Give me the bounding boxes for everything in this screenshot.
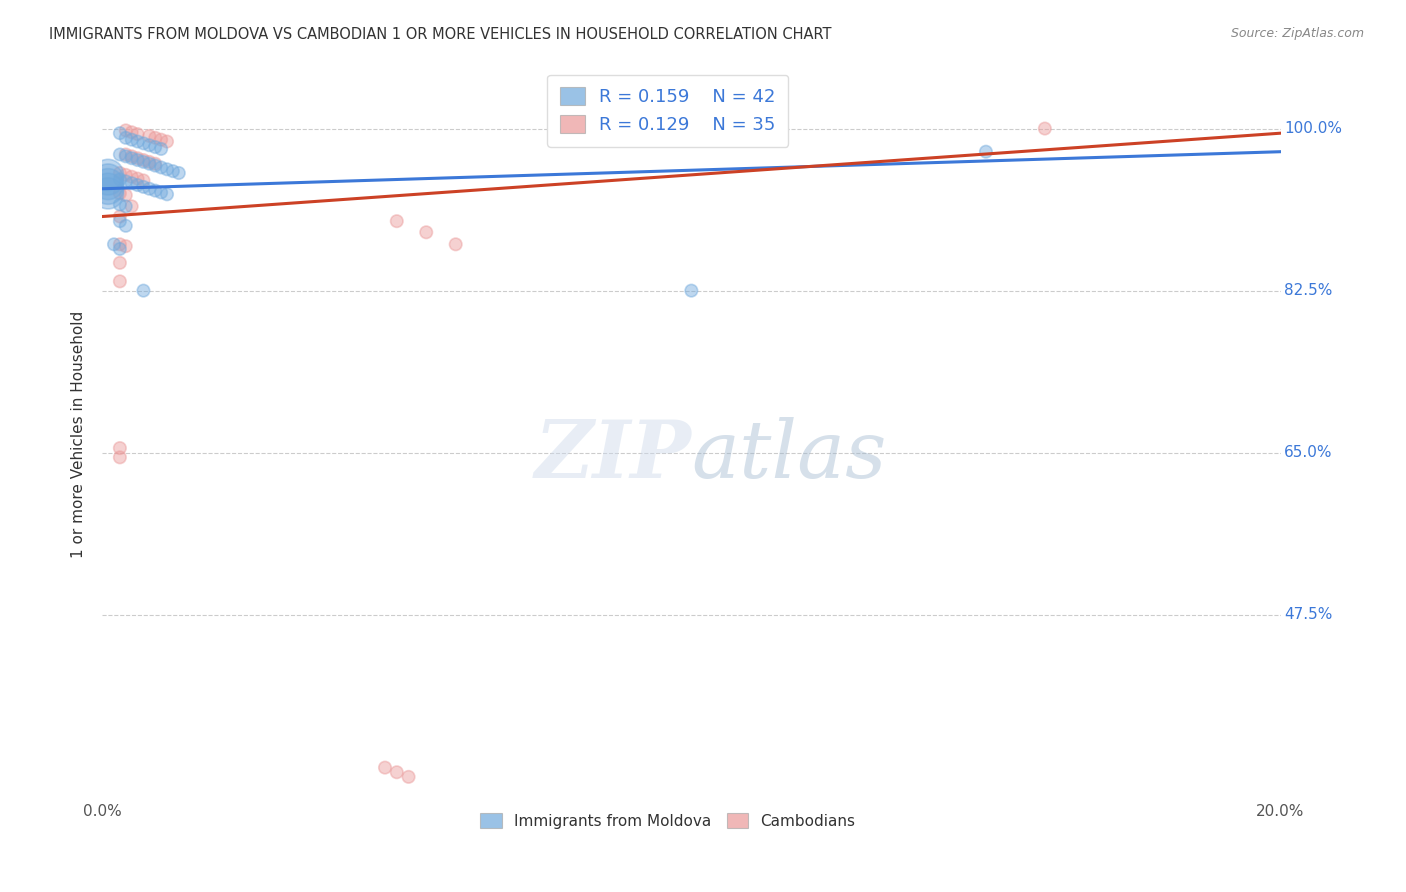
Point [974,145,997,159]
Point [114,123,136,137]
Point [121,133,143,147]
Text: IMMIGRANTS FROM MOLDOVA VS CAMBODIAN 1 OR MORE VEHICLES IN HOUSEHOLD CORRELATION: IMMIGRANTS FROM MOLDOVA VS CAMBODIAN 1 O… [49,27,832,42]
Point [132,284,155,298]
Point [143,184,166,198]
Point [108,166,131,180]
Point [143,130,166,145]
Point [143,140,166,154]
Point [162,164,184,178]
Point [114,199,136,213]
Point [108,256,131,270]
Point [127,127,149,141]
Text: atlas: atlas [692,417,887,494]
Point [150,133,173,147]
Point [398,770,420,784]
Point [114,239,136,253]
Point [108,186,131,201]
Point [150,186,173,200]
Point [385,765,408,780]
Point [132,173,155,187]
Point [108,147,131,161]
Point [108,214,131,228]
Point [121,169,143,184]
Point [138,157,160,171]
Point [108,242,131,256]
Point [114,149,136,163]
Point [444,237,467,252]
Point [97,172,120,186]
Legend: Immigrants from Moldova, Cambodians: Immigrants from Moldova, Cambodians [474,807,862,835]
Point [108,237,131,252]
Point [127,171,149,186]
Point [374,761,396,775]
Point [156,187,179,202]
Point [150,161,173,175]
Point [108,172,131,186]
Point [132,136,155,151]
Point [156,162,179,177]
Text: 65.0%: 65.0% [1284,445,1333,460]
Point [167,166,190,180]
Point [121,176,143,190]
Point [108,274,131,288]
Point [121,125,143,139]
Point [121,151,143,165]
Point [114,130,136,145]
Point [97,182,120,196]
Text: Source: ZipAtlas.com: Source: ZipAtlas.com [1230,27,1364,40]
Point [114,188,136,202]
Point [114,168,136,182]
Point [143,159,166,173]
Point [156,135,179,149]
Point [97,168,120,182]
Point [138,138,160,153]
Point [108,210,131,224]
Point [103,237,125,252]
Point [385,214,408,228]
Point [415,225,437,239]
Point [143,157,166,171]
Point [681,284,703,298]
Point [108,126,131,140]
Point [114,219,136,233]
Text: 82.5%: 82.5% [1284,283,1333,298]
Point [1033,121,1056,136]
Point [138,154,160,169]
Point [121,199,143,213]
Point [108,450,131,465]
Point [108,441,131,455]
Text: ZIP: ZIP [534,417,692,494]
Text: 100.0%: 100.0% [1284,121,1343,136]
Point [132,153,155,167]
Point [132,180,155,194]
Point [138,128,160,143]
Point [97,177,120,191]
Point [150,142,173,156]
Point [114,147,136,161]
Y-axis label: 1 or more Vehicles in Household: 1 or more Vehicles in Household [72,310,86,558]
Point [138,182,160,196]
Point [108,197,131,211]
Point [114,174,136,188]
Point [127,178,149,192]
Point [127,135,149,149]
Point [127,151,149,165]
Point [121,149,143,163]
Point [97,186,120,201]
Point [127,153,149,167]
Point [132,154,155,169]
Text: 47.5%: 47.5% [1284,607,1333,623]
